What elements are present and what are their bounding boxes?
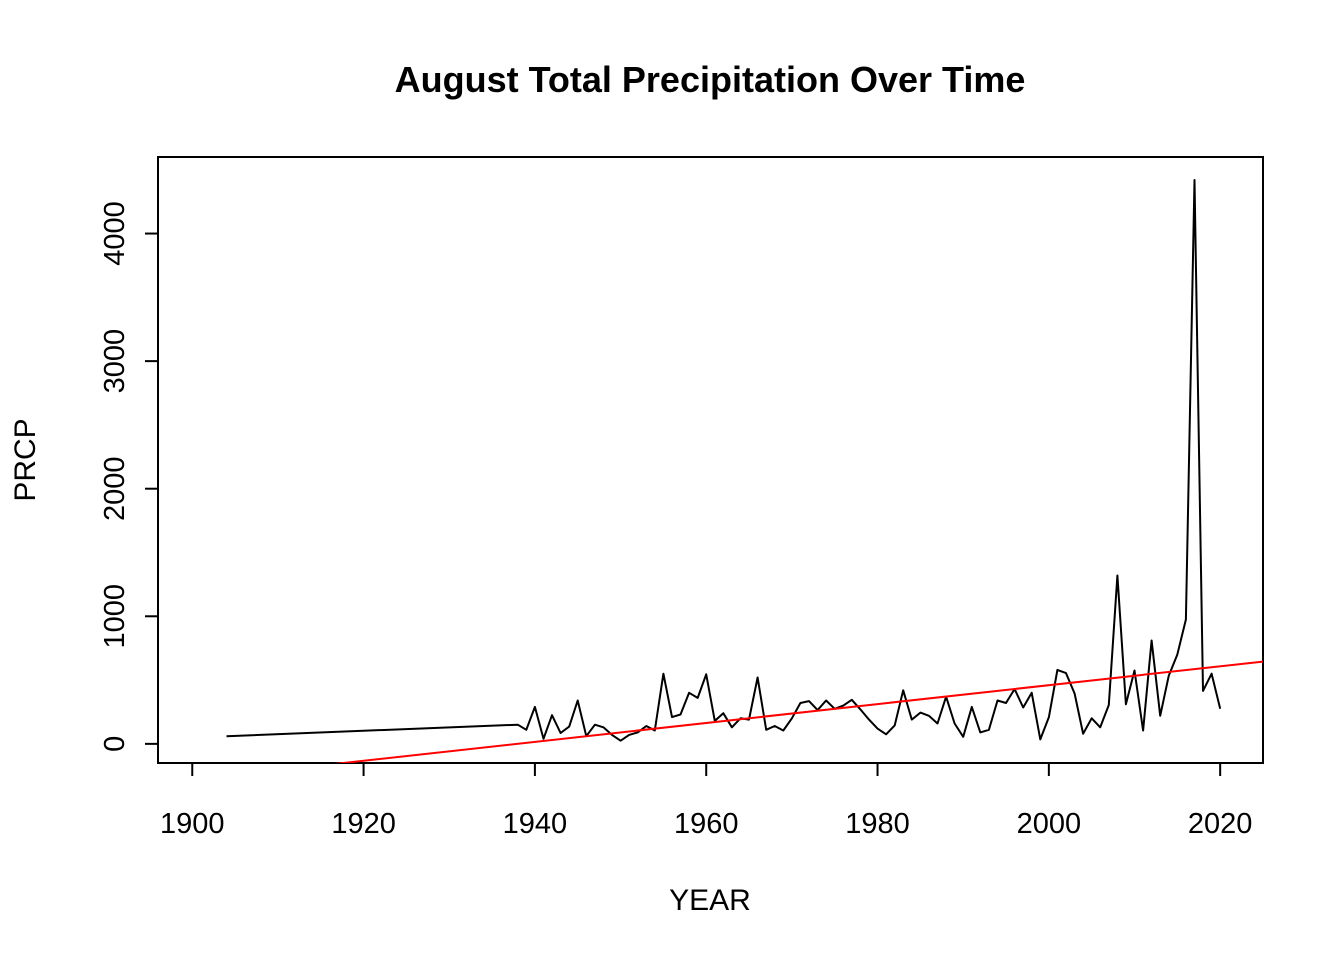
plot-frame [157,156,1264,764]
trend-line [334,660,1263,763]
x-tick-label: 2020 [1188,808,1253,840]
y-tick-label: 1000 [99,584,131,649]
x-tick-label: 2000 [1017,808,1082,840]
x-tick-label: 1980 [845,808,910,840]
y-tick-label: 4000 [99,201,131,266]
x-tick-label: 1940 [503,808,568,840]
x-axis-label: YEAR [669,884,751,917]
x-tick-label: 1920 [331,808,396,840]
x-tick-label: 1960 [674,808,739,840]
y-axis: 0 1000 2000 3000 4000 [99,201,159,752]
x-tick-label: 1900 [160,808,225,840]
y-tick-label: 0 [99,736,131,752]
chart-title: August Total Precipitation Over Time [395,59,1026,100]
precipitation-series-line [226,179,1222,742]
plot-area [226,179,1263,763]
y-tick-label: 3000 [99,329,131,394]
y-tick-label: 2000 [99,456,131,521]
y-axis-label: PRCP [9,418,42,501]
x-axis: 1900 1920 1940 1960 1980 2000 2020 [160,762,1253,840]
